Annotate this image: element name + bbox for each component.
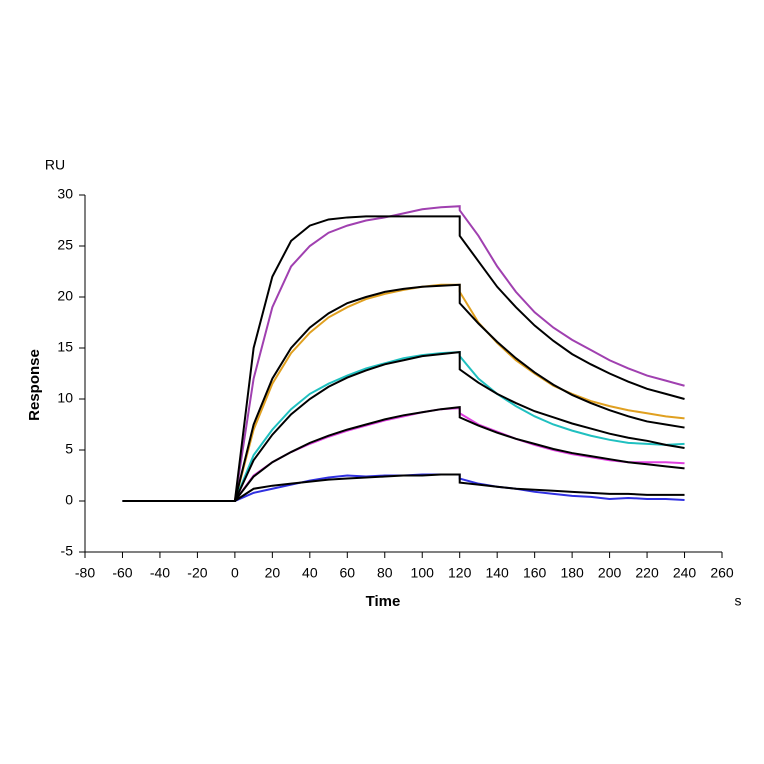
y-tick-label: 20 — [57, 288, 73, 304]
x-tick-label: 240 — [673, 565, 697, 581]
x-tick-label: 60 — [340, 565, 356, 581]
y-axis-title: Response — [26, 349, 43, 421]
x-tick-label: 100 — [411, 565, 435, 581]
x-tick-label: 40 — [302, 565, 318, 581]
x-tick-label: 120 — [448, 565, 472, 581]
y-tick-label: 10 — [57, 390, 73, 406]
y-tick-label: 5 — [65, 441, 73, 457]
y-tick-label: 0 — [65, 492, 73, 508]
x-tick-label: -80 — [75, 565, 95, 581]
series-line — [122, 473, 685, 502]
x-tick-label: -60 — [112, 565, 132, 581]
y-tick-label: 25 — [57, 237, 73, 253]
x-tick-label: 260 — [710, 565, 734, 581]
x-tick-label: 220 — [635, 565, 659, 581]
x-tick-label: 200 — [598, 565, 622, 581]
y-tick-label: 15 — [57, 339, 73, 355]
x-axis-title: Time — [366, 593, 401, 610]
y-tick-label: -5 — [61, 543, 74, 559]
y-tick-label: 30 — [57, 186, 73, 202]
y-unit: RU — [45, 157, 65, 173]
x-tick-label: 80 — [377, 565, 393, 581]
x-tick-label: -40 — [150, 565, 170, 581]
x-tick-label: 140 — [485, 565, 509, 581]
x-unit: s — [735, 593, 742, 609]
x-tick-label: 20 — [265, 565, 281, 581]
x-tick-label: 180 — [560, 565, 584, 581]
x-tick-label: 0 — [231, 565, 239, 581]
x-tick-label: -20 — [187, 565, 207, 581]
x-tick-label: 160 — [523, 565, 547, 581]
